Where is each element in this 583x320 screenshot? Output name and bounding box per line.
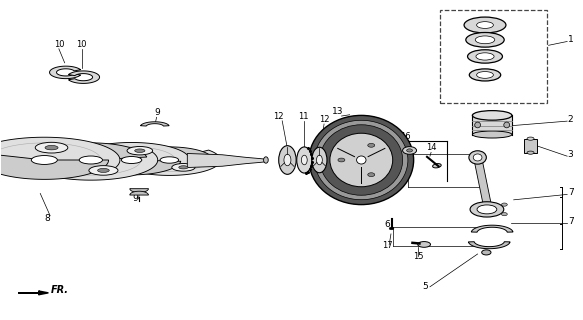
Ellipse shape: [172, 164, 195, 171]
Ellipse shape: [504, 122, 510, 128]
Polygon shape: [471, 225, 513, 232]
Text: 10: 10: [54, 40, 64, 49]
Polygon shape: [130, 189, 149, 193]
Ellipse shape: [330, 133, 393, 187]
Polygon shape: [468, 242, 510, 249]
Text: 10: 10: [76, 40, 86, 49]
Ellipse shape: [477, 205, 497, 214]
Text: 11: 11: [298, 112, 308, 121]
Text: 17: 17: [382, 241, 393, 250]
Polygon shape: [473, 157, 491, 203]
Ellipse shape: [31, 156, 57, 164]
Circle shape: [482, 250, 491, 255]
Ellipse shape: [527, 137, 534, 140]
Text: 9: 9: [155, 108, 160, 117]
Circle shape: [501, 203, 507, 206]
Ellipse shape: [97, 168, 109, 172]
Polygon shape: [18, 291, 48, 295]
Ellipse shape: [45, 145, 58, 150]
Ellipse shape: [357, 156, 366, 164]
Polygon shape: [25, 150, 158, 180]
Ellipse shape: [472, 111, 512, 120]
Text: 4: 4: [399, 147, 405, 156]
Ellipse shape: [475, 36, 495, 44]
Text: 14: 14: [426, 143, 436, 152]
Ellipse shape: [279, 146, 296, 174]
Text: 3: 3: [568, 150, 574, 159]
Text: 8: 8: [44, 213, 50, 222]
Text: FR.: FR.: [51, 285, 69, 295]
Ellipse shape: [476, 53, 494, 60]
Ellipse shape: [433, 164, 441, 168]
Circle shape: [403, 147, 416, 154]
Ellipse shape: [473, 154, 482, 161]
Polygon shape: [0, 153, 108, 179]
Ellipse shape: [469, 151, 486, 164]
Ellipse shape: [477, 72, 493, 78]
Ellipse shape: [464, 17, 506, 33]
Text: 6: 6: [385, 220, 391, 229]
Polygon shape: [130, 191, 149, 195]
Text: 16: 16: [399, 132, 410, 141]
Polygon shape: [82, 154, 181, 175]
Circle shape: [389, 227, 394, 230]
Polygon shape: [73, 142, 189, 167]
Ellipse shape: [466, 33, 504, 47]
Ellipse shape: [89, 166, 118, 175]
Ellipse shape: [297, 147, 312, 173]
Polygon shape: [0, 137, 120, 168]
Ellipse shape: [312, 147, 327, 173]
Polygon shape: [50, 66, 80, 79]
Ellipse shape: [127, 147, 153, 155]
Text: 15: 15: [413, 252, 423, 261]
Ellipse shape: [468, 50, 503, 63]
Text: 2: 2: [568, 115, 574, 124]
Ellipse shape: [477, 22, 493, 28]
Text: 13: 13: [332, 107, 344, 116]
Text: 7: 7: [568, 188, 574, 197]
Ellipse shape: [315, 120, 408, 200]
Ellipse shape: [320, 125, 403, 195]
Circle shape: [501, 212, 507, 216]
Ellipse shape: [472, 131, 512, 138]
Ellipse shape: [35, 142, 68, 153]
Polygon shape: [69, 71, 100, 84]
Circle shape: [368, 173, 375, 177]
Ellipse shape: [79, 156, 103, 164]
Bar: [440, 10, 547, 103]
Text: 9: 9: [133, 195, 139, 204]
Ellipse shape: [121, 156, 142, 164]
Text: 12: 12: [319, 115, 329, 124]
Ellipse shape: [179, 166, 188, 169]
Bar: [472, 116, 512, 134]
Polygon shape: [34, 143, 147, 169]
Circle shape: [407, 149, 413, 152]
Ellipse shape: [264, 157, 268, 163]
Ellipse shape: [301, 155, 307, 165]
Polygon shape: [141, 122, 169, 126]
Circle shape: [368, 143, 375, 147]
Circle shape: [338, 158, 345, 162]
Ellipse shape: [469, 69, 501, 81]
Polygon shape: [121, 150, 220, 175]
Text: 12: 12: [273, 112, 283, 121]
Ellipse shape: [309, 116, 413, 204]
Polygon shape: [126, 147, 210, 168]
Text: 5: 5: [423, 282, 428, 291]
Bar: [524, 139, 537, 153]
Ellipse shape: [527, 151, 534, 154]
Text: 7: 7: [568, 217, 574, 226]
Ellipse shape: [475, 122, 480, 128]
Text: 1: 1: [568, 35, 574, 44]
Ellipse shape: [417, 242, 430, 247]
Ellipse shape: [317, 155, 322, 165]
Ellipse shape: [470, 202, 504, 217]
Ellipse shape: [284, 154, 291, 166]
Ellipse shape: [160, 157, 178, 163]
Ellipse shape: [135, 149, 145, 152]
